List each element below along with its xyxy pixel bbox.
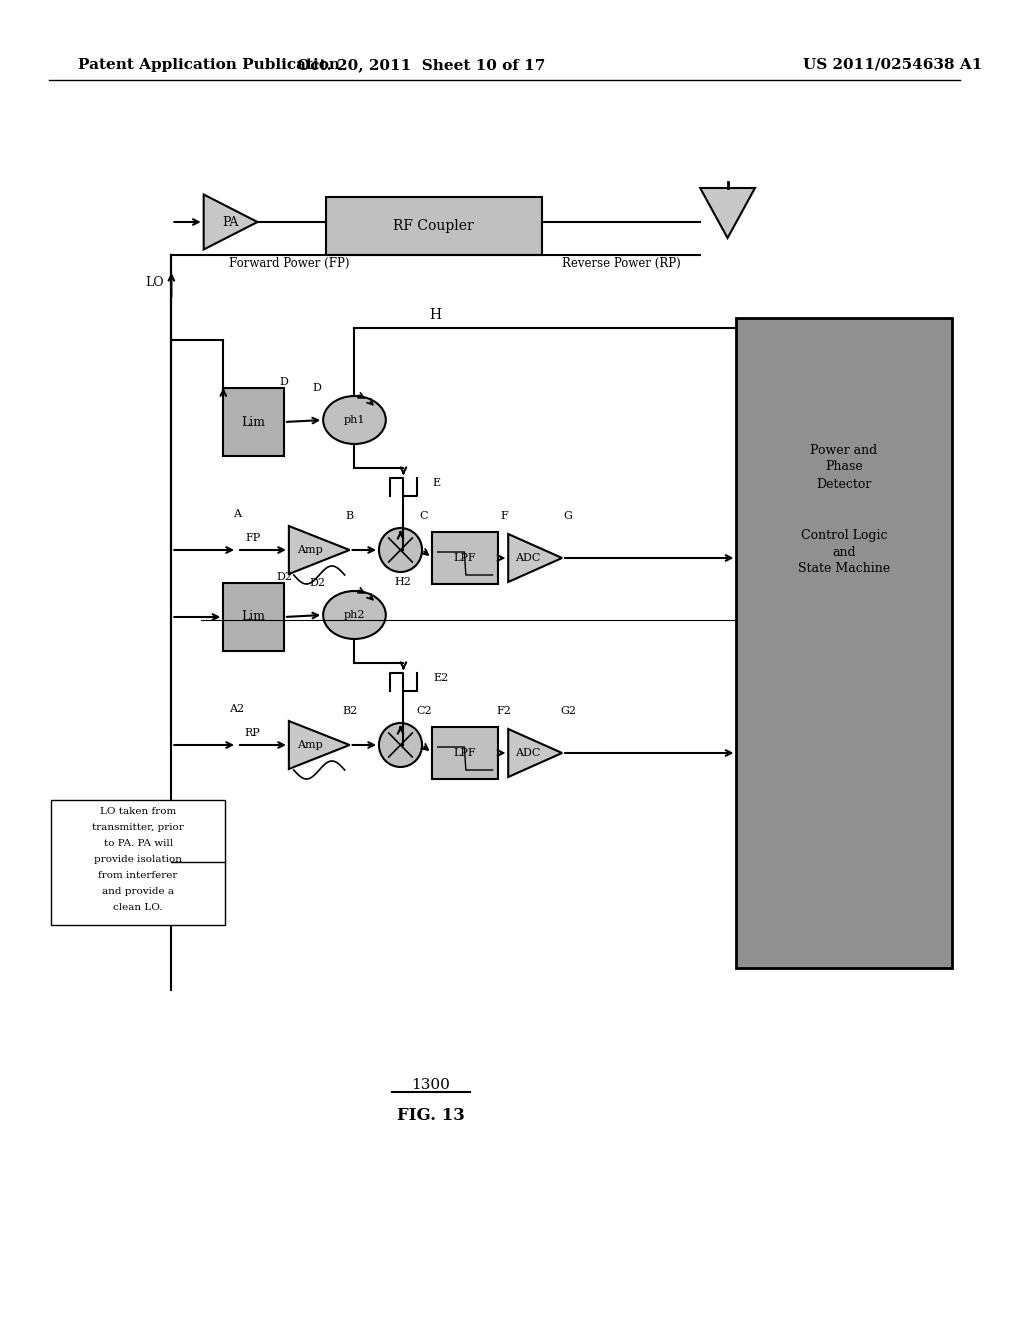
Text: clean LO.: clean LO. xyxy=(114,903,163,912)
Ellipse shape xyxy=(324,591,386,639)
Text: ph2: ph2 xyxy=(344,610,366,620)
Text: C: C xyxy=(420,511,428,521)
Bar xyxy=(432,532,499,583)
Ellipse shape xyxy=(324,396,386,444)
Text: FIG. 13: FIG. 13 xyxy=(397,1106,465,1123)
Text: C2: C2 xyxy=(416,706,432,715)
Text: A2: A2 xyxy=(229,704,245,714)
Text: FP: FP xyxy=(245,533,260,543)
Text: provide isolation: provide isolation xyxy=(94,855,182,865)
Text: Amp: Amp xyxy=(298,545,324,554)
Text: RP: RP xyxy=(245,729,260,738)
Ellipse shape xyxy=(379,528,422,572)
Text: and provide a: and provide a xyxy=(102,887,174,896)
Polygon shape xyxy=(289,721,349,770)
Text: US 2011/0254638 A1: US 2011/0254638 A1 xyxy=(803,58,982,73)
Text: Lim: Lim xyxy=(242,610,265,623)
Text: D: D xyxy=(312,383,322,393)
Text: from interferer: from interferer xyxy=(98,871,178,880)
Ellipse shape xyxy=(379,723,422,767)
Text: Control Logic: Control Logic xyxy=(801,528,888,541)
Text: G: G xyxy=(563,511,572,521)
Text: E: E xyxy=(433,478,440,488)
Text: 1300: 1300 xyxy=(412,1078,451,1092)
Text: Patent Application Publication: Patent Application Publication xyxy=(79,58,340,73)
Text: Lim: Lim xyxy=(242,416,265,429)
Bar xyxy=(223,583,284,651)
Polygon shape xyxy=(204,194,257,249)
Text: H2: H2 xyxy=(394,577,411,587)
Bar xyxy=(432,727,499,779)
Bar xyxy=(736,318,951,968)
Bar xyxy=(51,800,225,925)
Text: LPF: LPF xyxy=(454,553,476,564)
Text: G2: G2 xyxy=(560,706,575,715)
Text: D2: D2 xyxy=(309,578,326,587)
Text: transmitter, prior: transmitter, prior xyxy=(92,824,184,833)
Text: State Machine: State Machine xyxy=(798,562,890,576)
Text: F2: F2 xyxy=(497,706,512,715)
Text: B2: B2 xyxy=(342,706,357,715)
Text: D2: D2 xyxy=(276,572,292,582)
Text: Amp: Amp xyxy=(298,741,324,750)
Polygon shape xyxy=(700,187,755,238)
Text: F: F xyxy=(501,511,508,521)
Text: Phase: Phase xyxy=(825,461,863,474)
Text: LPF: LPF xyxy=(454,748,476,758)
Text: PA: PA xyxy=(222,215,239,228)
Bar xyxy=(326,197,542,255)
Polygon shape xyxy=(508,535,562,582)
Bar xyxy=(223,388,284,455)
Text: D: D xyxy=(280,378,289,387)
Polygon shape xyxy=(508,729,562,777)
Text: Reverse Power (RP): Reverse Power (RP) xyxy=(562,256,681,269)
Text: H: H xyxy=(430,308,441,322)
Text: Oct. 20, 2011  Sheet 10 of 17: Oct. 20, 2011 Sheet 10 of 17 xyxy=(297,58,545,73)
Text: A: A xyxy=(233,510,241,519)
Text: LO: LO xyxy=(145,276,164,289)
Text: and: and xyxy=(833,545,856,558)
Text: Detector: Detector xyxy=(816,478,871,491)
Text: LO taken from: LO taken from xyxy=(100,808,176,817)
Text: ADC: ADC xyxy=(515,748,541,758)
Text: ADC: ADC xyxy=(515,553,541,564)
Text: B: B xyxy=(345,511,353,521)
Text: Forward Power (FP): Forward Power (FP) xyxy=(228,256,349,269)
Text: ph1: ph1 xyxy=(344,414,366,425)
Polygon shape xyxy=(289,525,349,574)
Text: E2: E2 xyxy=(433,673,449,682)
Text: Power and: Power and xyxy=(810,444,878,457)
Text: to PA. PA will: to PA. PA will xyxy=(103,840,173,849)
Text: RF Coupler: RF Coupler xyxy=(393,219,474,234)
